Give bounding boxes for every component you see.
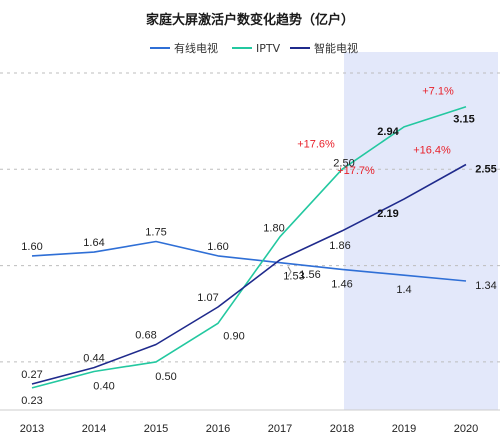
chart-title: 家庭大屏激活户数变化趋势（亿户） [146,12,354,28]
data-label: 1.86 [329,240,350,252]
x-tick-label: 2013 [20,423,44,435]
data-label: 0.27 [21,369,42,381]
growth-annotation: +17.6% [297,138,335,150]
growth-annotation: +16.4% [413,144,451,156]
x-tick-label: 2019 [392,423,416,435]
x-tick-label: 2015 [144,423,168,435]
grid-lines [0,72,500,411]
series-line [31,240,467,282]
x-tick-label: 2016 [206,423,230,435]
series-line [31,163,467,385]
series-lines [31,105,467,389]
data-label: 1.60 [207,241,228,253]
legend-item: IPTV [232,42,281,55]
data-label: 1.4 [396,284,411,296]
x-tick-label: 2014 [82,423,106,435]
label-connector [287,266,292,277]
data-label: 1.34 [475,280,496,292]
data-label: 1.56 [299,269,320,281]
x-tick-label: 2017 [268,423,292,435]
data-label: 1.53 [283,271,304,283]
legend-item: 智能电视 [290,41,358,55]
data-label: 1.60 [21,241,42,253]
data-labels: 1.60 1.64 1.75 1.60 1.53 1.46 1.4 1.34 0.23 0.40 0… [21,114,496,407]
legend: 有线电视 IPTV 智能电视 [150,41,358,55]
data-label: 2.19 [377,208,398,220]
data-label: 2.94 [377,126,399,138]
legend-item: 有线电视 [150,41,218,55]
data-label: 3.15 [453,114,474,126]
data-label: 0.90 [223,330,244,342]
data-label: 0.40 [93,380,114,392]
data-label: 2.50 [333,157,354,169]
x-axis-ticks: 2013 2014 2015 2016 2017 2018 2019 2020 [20,423,478,435]
data-label: 1.07 [197,292,218,304]
legend-label: 有线电视 [174,41,218,55]
x-tick-label: 2018 [330,423,354,435]
data-label: 0.50 [155,371,176,383]
growth-annotation: +17.7% [337,165,375,177]
legend-label: 智能电视 [314,41,358,55]
data-label: 0.23 [21,395,42,407]
data-label: 1.46 [331,278,352,290]
x-tick-label: 2020 [454,423,478,435]
data-label: 2.55 [475,163,496,175]
growth-annotation: +7.1% [422,86,454,98]
legend-label: IPTV [256,42,281,55]
data-label: 0.68 [135,330,156,342]
data-label: 1.75 [145,227,166,239]
series-line [31,105,467,389]
data-label: 1.80 [263,223,284,235]
data-label: 1.64 [83,237,104,249]
growth-annotations: +17.6% +7.1% +17.7% +16.4% [297,86,454,177]
data-label: 0.44 [83,353,104,365]
forecast-highlight-region [344,52,498,410]
